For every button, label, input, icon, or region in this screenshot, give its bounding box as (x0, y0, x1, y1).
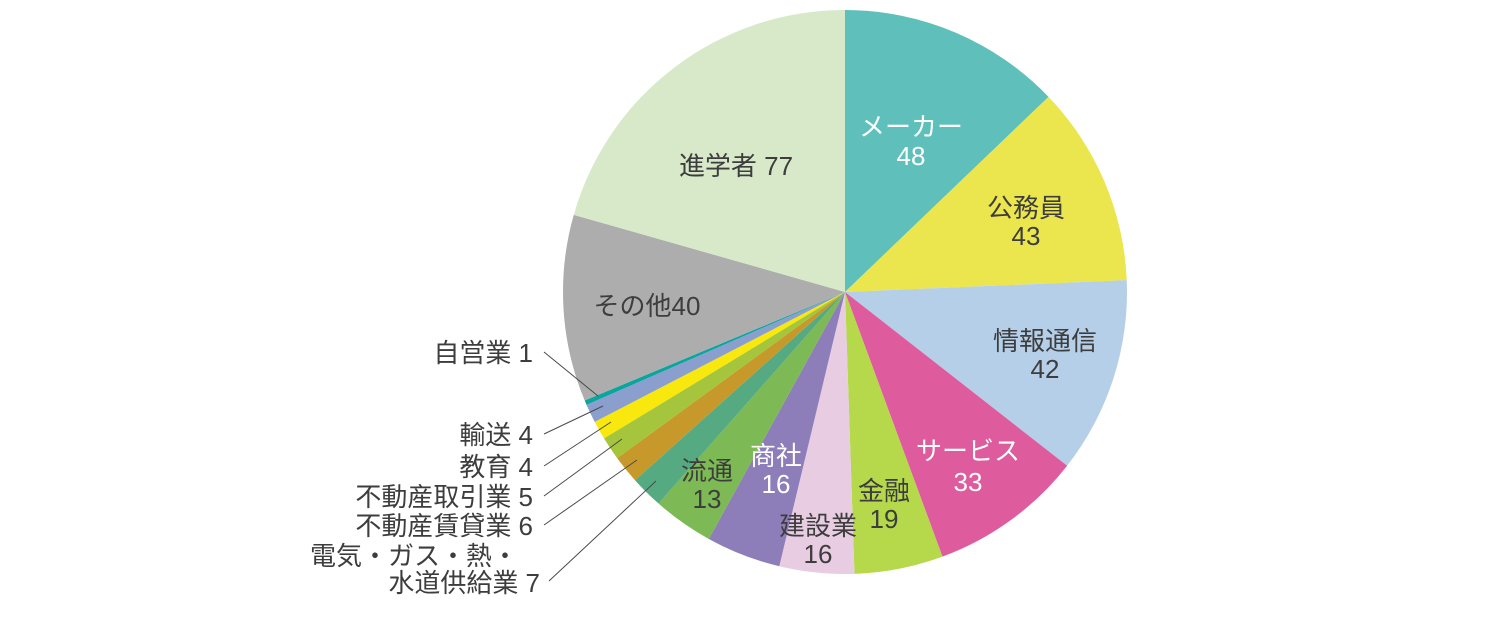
pie-slice-sonota (563, 214, 845, 401)
pie-slice-shosha (708, 292, 845, 567)
slice-label-kinyu: 金融 19 (858, 476, 910, 534)
pie-slice-kinyu (845, 292, 943, 574)
pie-slice-fudosan-torihiki (604, 292, 845, 459)
slice-label-fudosan-torihiki: 不動産取引業 5 (355, 482, 533, 512)
slice-label-kensetsu: 建設業 16 (779, 511, 857, 569)
pie-slice-fudosan-chintai (617, 292, 845, 481)
slice-label-service: サービス 33 (916, 436, 1020, 497)
pie-slice-shingakusha (573, 10, 845, 292)
slice-label-jieigyo: 自営業 1 (433, 338, 533, 368)
pie-slice-jieigyo (584, 292, 845, 405)
leader-line-fudosan-torihiki (543, 438, 623, 497)
pie-slice-yuso (586, 292, 845, 422)
pie-slice-komuin (845, 96, 1127, 292)
slice-label-joho-tsushin: 情報通信 42 (993, 326, 1097, 384)
leader-line-kyoiku (543, 421, 612, 467)
slice-label-shosha: 商社 16 (750, 441, 802, 499)
pie-slice-denki-gas (635, 292, 845, 504)
leader-line-denki-gas (548, 480, 657, 582)
pie-slice-service (845, 292, 1068, 557)
leader-line-jieigyo (543, 351, 599, 397)
pie-slice-kensetsu (779, 292, 855, 574)
pie-slice-maker (845, 10, 1049, 292)
slice-label-maker: メーカー 48 (859, 112, 963, 171)
pie-slice-joho-tsushin (845, 280, 1127, 466)
slice-label-sonota: その他40 (594, 291, 701, 321)
pie-slice-ryutsu (658, 292, 845, 539)
slice-label-fudosan-chintai: 不動産賃貸業 6 (355, 511, 533, 541)
leader-line-yuso (543, 405, 604, 435)
slice-label-ryutsu: 流通 13 (681, 456, 733, 514)
pie-slice-kyoiku (594, 292, 845, 439)
slice-label-denki-gas: 電気・ガス・熱・水道供給業 7 (310, 541, 540, 598)
slice-label-kyoiku: 教育 4 (459, 452, 533, 482)
slice-label-shingakusha: 進学者 77 (679, 151, 793, 181)
slice-label-komuin: 公務員 43 (987, 193, 1065, 251)
leader-line-fudosan-chintai (543, 459, 638, 526)
slice-label-yuso: 輸送 4 (459, 420, 533, 450)
